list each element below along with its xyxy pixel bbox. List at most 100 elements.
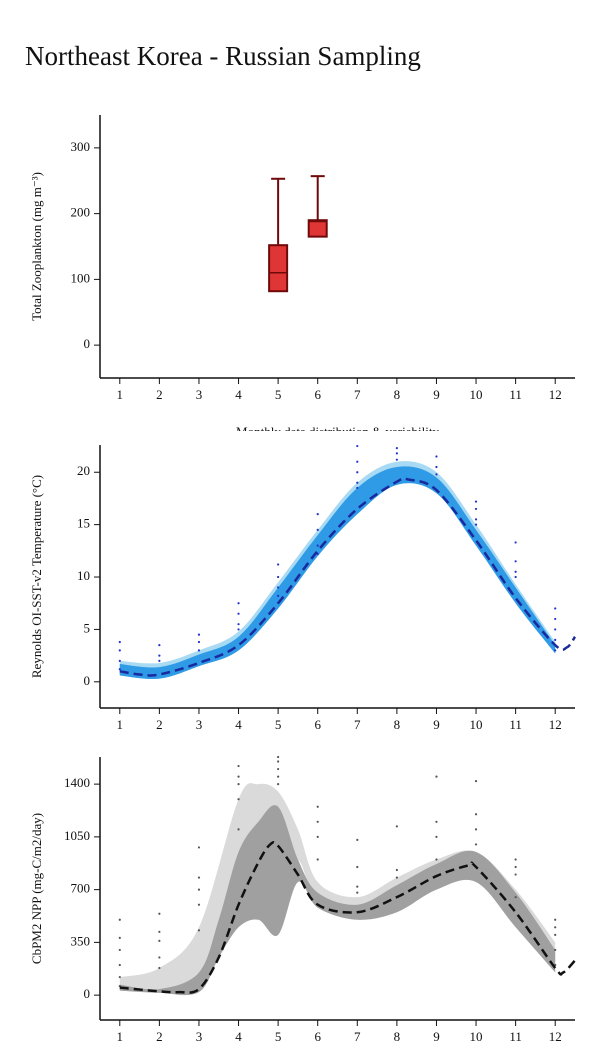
x-tick-label: 10 [470,387,483,402]
point [435,835,438,838]
point [277,586,280,589]
x-tick-label: 5 [275,387,282,402]
point [237,783,240,786]
x-tick-label: 12 [549,1029,562,1044]
x-tick-label: 7 [354,717,361,732]
x-tick-label: 10 [470,1029,483,1044]
point [197,903,201,906]
point [474,500,478,503]
point [118,948,121,952]
point [554,617,557,621]
point [158,939,161,942]
point [277,755,280,759]
x-tick-label: 9 [433,717,440,732]
y-axis-label: CbPM2 NPP (mg-C/m2/day) [29,813,44,964]
box [268,244,289,293]
point [237,828,240,831]
point [277,594,280,597]
point [474,843,478,846]
y-tick-label: 1400 [64,775,90,790]
y-tick-label: 0 [84,673,91,688]
y-tick-label: 20 [77,463,90,478]
point [316,528,319,531]
point [395,868,398,872]
y-tick-label: 200 [71,205,91,220]
point [474,518,478,521]
x-tick-label: 1 [117,387,124,402]
mean-line [119,477,577,677]
point [435,858,438,861]
point [316,858,319,861]
point [158,956,161,959]
point [158,644,161,647]
point [395,458,398,461]
x-tick-label: 11 [509,1029,522,1044]
point [277,563,280,566]
y-tick-label: 700 [71,881,91,896]
point [356,481,359,484]
x-tick-label: 6 [314,387,321,402]
point [474,813,478,816]
x-tick-label: 12 [549,717,562,732]
band [119,783,556,996]
point [118,963,121,967]
y-tick-label: 10 [77,568,90,583]
x-tick-label: 10 [470,717,483,732]
point [277,767,280,771]
point [356,838,359,841]
x-tick-label: 8 [394,1029,401,1044]
point [158,659,161,662]
point [237,623,240,626]
y-tick-label: 0 [84,336,91,351]
x-tick-label: 7 [354,387,361,402]
point [474,523,478,526]
x-tick-label: 9 [433,387,440,402]
x-tick-label: 3 [196,717,203,732]
point [395,452,398,455]
x-tick-label: 3 [196,387,203,402]
point [356,865,359,869]
point [197,929,201,932]
band [119,461,556,680]
point [514,560,517,563]
point [514,541,517,544]
point [197,633,201,636]
point [118,649,121,652]
point [237,602,240,605]
point [277,575,280,579]
point [554,926,557,929]
x-tick-label: 6 [314,717,321,732]
point [435,473,438,476]
x-tick-label: 5 [275,717,282,732]
point [554,933,557,936]
point [395,447,398,450]
y-tick-label: 300 [71,139,91,154]
page-title: Northeast Korea - Russian Sampling [25,41,421,71]
y-axis-label: Reynolds OI-SST-v2 Temperature (°C) [29,475,44,678]
y-tick-label: 1050 [64,828,90,843]
point [237,798,240,801]
point [356,471,359,474]
box [307,219,328,238]
point [237,612,240,615]
x-tick-label: 2 [156,387,163,402]
point [237,775,240,778]
point [554,638,557,641]
point [158,930,161,933]
point [118,936,121,939]
point [158,912,161,915]
point [197,846,201,849]
point [356,460,359,463]
point [277,783,280,786]
point [237,764,240,768]
x-tick-label: 4 [235,717,242,732]
y-tick-label: 0 [84,986,91,1001]
point [514,873,517,876]
x-tick-label: 1 [117,1029,124,1044]
x-tick-label: 6 [314,1029,321,1044]
x-tick-label: 12 [549,387,562,402]
point [514,865,517,869]
band [119,466,556,680]
